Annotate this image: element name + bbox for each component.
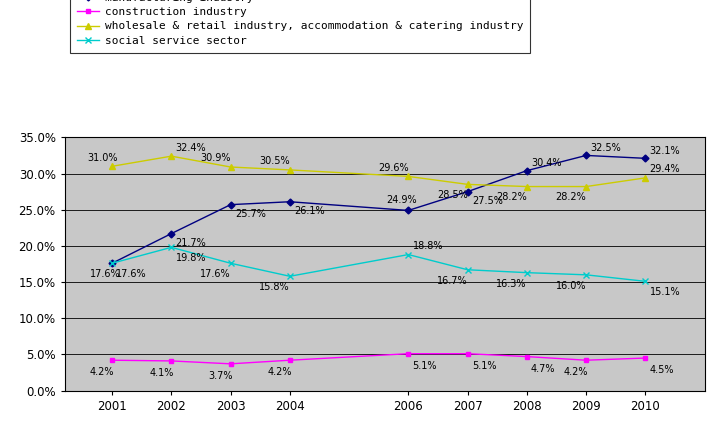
Line: wholesale & retail industry, accommodation & catering industry: wholesale & retail industry, accommodati… [109,153,648,189]
Text: 4.2%: 4.2% [267,368,292,378]
Text: 17.6%: 17.6% [90,269,121,279]
Text: 5.1%: 5.1% [472,361,496,371]
Text: 21.7%: 21.7% [175,238,206,248]
Text: 4.5%: 4.5% [649,365,674,375]
Text: 4.7%: 4.7% [531,364,556,374]
social service sector [285,274,294,279]
Text: 16.7%: 16.7% [437,276,467,286]
construction industry [167,358,175,364]
Line: construction industry: construction industry [110,351,648,366]
Text: 32.5%: 32.5% [590,143,621,153]
Text: 4.2%: 4.2% [564,368,588,378]
Text: 5.1%: 5.1% [413,361,437,371]
construction industry [285,358,294,363]
Text: 29.6%: 29.6% [377,163,408,173]
Text: 32.4%: 32.4% [175,143,206,153]
wholesale & retail industry, accommodation & catering industry [226,164,235,170]
social service sector [582,272,590,277]
wholesale & retail industry, accommodation & catering industry [463,182,472,187]
Text: 16.0%: 16.0% [556,281,586,291]
construction industry [463,351,472,356]
wholesale & retail industry, accommodation & catering industry [167,154,175,159]
wholesale & retail industry, accommodation & catering industry [641,175,650,181]
social service sector [108,261,116,266]
Text: 24.9%: 24.9% [386,195,417,205]
wholesale & retail industry, accommodation & catering industry [285,167,294,172]
manufacturing industry [108,261,116,266]
Text: 28.5%: 28.5% [437,190,468,200]
construction industry [641,355,650,361]
Text: 29.4%: 29.4% [649,164,680,174]
Legend: manufacturing industry, construction industry, wholesale & retail industry, acco: manufacturing industry, construction ind… [70,0,530,53]
Text: 32.1%: 32.1% [649,146,680,156]
Text: 4.1%: 4.1% [149,368,173,378]
manufacturing industry [463,189,472,194]
social service sector [641,279,650,284]
Text: 15.8%: 15.8% [260,282,290,292]
construction industry [404,351,413,356]
manufacturing industry [167,231,175,236]
wholesale & retail industry, accommodation & catering industry [108,164,116,169]
social service sector [226,261,235,266]
wholesale & retail industry, accommodation & catering industry [523,184,531,189]
Text: 16.3%: 16.3% [496,279,527,289]
Line: manufacturing industry: manufacturing industry [110,153,648,266]
Line: social service sector: social service sector [109,244,648,284]
Text: 19.8%: 19.8% [175,253,206,263]
Text: 30.4%: 30.4% [531,158,562,168]
social service sector [404,252,413,257]
Text: 27.5%: 27.5% [472,196,503,206]
Text: 30.5%: 30.5% [260,156,290,166]
manufacturing industry [226,202,235,207]
manufacturing industry [641,156,650,161]
Text: 30.9%: 30.9% [200,154,231,164]
construction industry [582,358,590,363]
manufacturing industry [285,199,294,204]
Text: 31.0%: 31.0% [87,153,118,163]
construction industry [226,361,235,366]
Text: 4.2%: 4.2% [90,368,114,378]
social service sector [463,267,472,273]
social service sector [523,270,531,275]
Text: 17.6%: 17.6% [116,269,147,279]
construction industry [108,358,116,363]
manufacturing industry [523,168,531,173]
Text: 28.2%: 28.2% [556,192,586,202]
Text: 15.1%: 15.1% [649,287,680,297]
manufacturing industry [404,208,413,213]
wholesale & retail industry, accommodation & catering industry [582,184,590,189]
Text: 18.8%: 18.8% [413,241,443,251]
Text: 17.6%: 17.6% [200,269,231,279]
Text: 28.2%: 28.2% [496,192,527,202]
construction industry [523,354,531,359]
manufacturing industry [582,153,590,158]
wholesale & retail industry, accommodation & catering industry [404,174,413,179]
social service sector [167,245,175,250]
Text: 3.7%: 3.7% [209,371,233,381]
Text: 25.7%: 25.7% [235,209,265,219]
Text: 26.1%: 26.1% [294,206,325,216]
